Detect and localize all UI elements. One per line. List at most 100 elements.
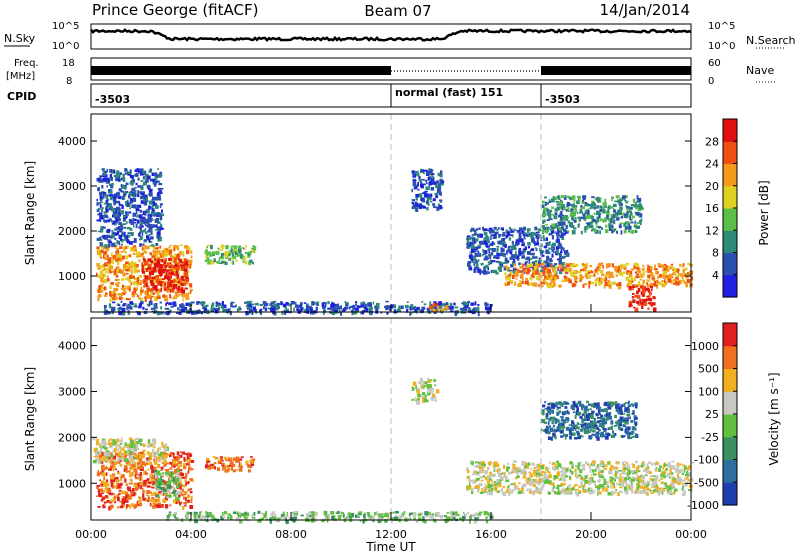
velocity-echo-cell [427,380,431,383]
power-echo-cell [97,187,100,192]
velocity-echo-cell [115,468,117,471]
velocity-echo-cell [409,512,413,515]
power-echo-cell [661,273,665,277]
power-echo-cell [141,268,144,273]
velocity-echo-cell [120,490,125,495]
power-echo-cell [605,265,608,269]
velocity-echo-cell [101,470,104,473]
velocity-echo-cell [105,459,108,462]
power-echo-cell [182,253,185,257]
power-echo-cell [172,279,176,283]
power-echo-cell [616,269,620,273]
power-echo-cell [199,302,204,305]
power-echo-cell [663,282,667,287]
velocity-echo-cell [148,481,152,484]
power-echo-cell [109,306,113,309]
velocity-echo-cell [129,444,134,448]
velocity-echo-cell [189,491,193,494]
velocity-echo-cell [476,517,479,520]
power-echo-cell [130,198,133,202]
power-echo-cell [561,200,563,203]
power-echo-cell [512,254,517,259]
power-echo-cell [143,261,148,266]
velocity-echo-cell [240,513,243,516]
velocity-echo-cell [357,516,360,518]
power-echo-cell [120,184,123,188]
power-echo-cell [484,307,489,310]
velocity-echo-cell [358,511,363,516]
power-echo-cell [111,270,114,273]
power-echo-cell [476,266,480,270]
power-echo-cell [280,301,283,306]
velocity-echo-cell [355,514,358,518]
velocity-echo-cell [105,454,109,459]
power-echo-cell [357,306,361,309]
power-echo-cell [564,268,567,272]
velocity-echo-cell [101,464,105,468]
power-echo-cell [524,280,529,285]
power-echo-cell [469,241,473,244]
velocity-echo-cell [162,472,164,475]
velocity-echo-cell [462,515,466,520]
power-echo-cell [267,307,272,310]
power-echo-cell [483,250,486,256]
power-echo-cell [123,290,127,293]
power-echo-cell [595,282,597,286]
velocity-echo-cell [165,474,168,478]
power-echo-cell [437,203,440,207]
power-echo-cell [547,241,551,246]
power-echo-cell [115,176,119,182]
power-echo-cell [236,308,239,313]
velocity-echo-cell [210,515,214,518]
power-echo-cell [427,311,432,314]
velocity-echo-cell [157,502,161,505]
power-echo-cell [679,282,682,285]
power-echo-cell [157,290,160,295]
power-echo-cell [143,281,148,285]
power-echo-cell [125,277,128,281]
power-echo-cell [179,250,182,256]
velocity-echo-cell [178,454,183,457]
velocity-echo-cell [184,476,188,479]
power-echo-cell [134,263,139,268]
power-echo-cell [150,282,155,286]
power-echo-cell [334,307,339,310]
velocity-echo-cell [119,455,123,458]
freq-tick-bottom: 8 [66,76,72,87]
power-echo-cell [503,262,506,264]
power-echo-cell [427,202,430,206]
power-echo-cell [160,287,163,292]
power-echo-cell [168,265,171,268]
power-echo-cell [475,228,478,231]
power-echo-cell [185,280,189,285]
velocity-echo-cell [151,476,155,479]
velocity-echo-cell [347,513,351,518]
power-echo-cell [210,244,213,250]
power-echo-cell [477,268,482,273]
power-echo-cell [551,223,556,227]
power-echo-cell [514,273,517,277]
power-echo-cell [562,216,567,219]
power-echo-cell [484,270,488,275]
power-echo-cell [151,203,154,208]
power-echo-cell [525,271,530,275]
power-echo-cell [121,231,124,235]
power-echo-cell [636,195,639,200]
velocity-echo-cell [100,483,104,486]
power-echo-cell [117,212,121,215]
power-echo-cell [142,216,146,221]
power-echo-cell [134,248,137,252]
velocity-echo-cell [120,437,123,441]
power-echo-cell [556,250,559,254]
power-echo-cell [215,304,218,308]
power-echo-cell [637,275,641,278]
power-echo-cell [601,209,606,212]
power-echo-cell [121,190,125,193]
power-echo-cell [642,290,645,295]
power-echo-cell [590,281,595,285]
velocity-echo-cell [619,483,622,486]
power-echo-cell [598,262,603,266]
power-echo-cell [648,295,651,298]
power-echo-cell [613,203,617,207]
power-echo-cell [574,208,578,213]
